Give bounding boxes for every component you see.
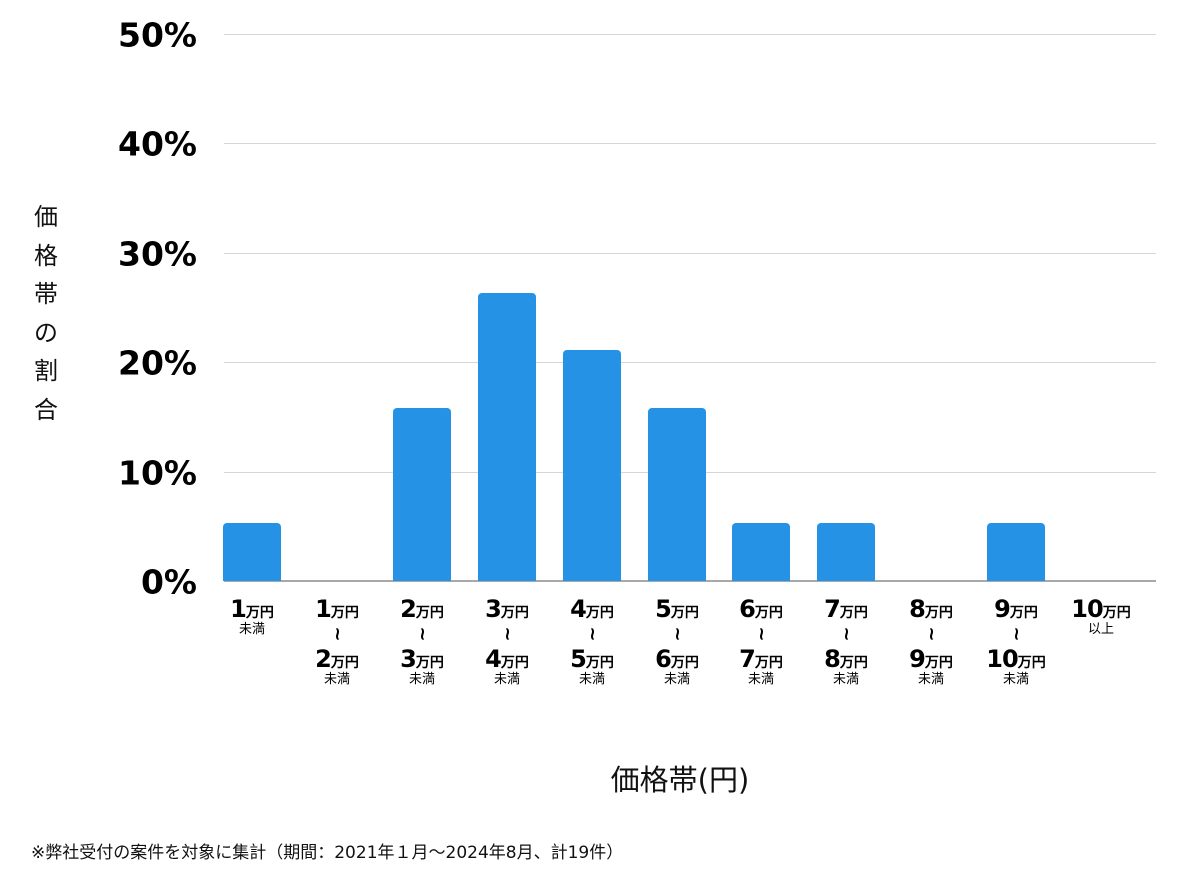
y-tick-label: 30% <box>118 234 197 274</box>
x-tick-label: 7万円 ~8万円 未満 <box>824 595 868 687</box>
x-tick-label: 8万円 ~9万円 未満 <box>909 595 953 687</box>
x-tick-label: 5万円 ~6万円 未満 <box>655 595 699 687</box>
y-axis-title-char: の <box>34 318 58 347</box>
x-tick-label: 1万円 未満 <box>230 595 274 637</box>
gridline <box>224 253 1156 254</box>
y-axis-title-char: 格 <box>34 241 58 270</box>
bar <box>987 523 1045 581</box>
x-tick-label: 10万円 以上 <box>1071 595 1131 637</box>
bar <box>393 408 451 581</box>
x-tick-label: 4万円 ~5万円 未満 <box>570 595 614 687</box>
y-tick-label: 40% <box>118 124 197 164</box>
footnote: ※弊社受付の案件を対象に集計（期間：2021年１月〜2024年8月、計19件） <box>31 843 624 863</box>
gridline <box>224 362 1156 363</box>
x-tick-label: 9万円 ~10万円 未満 <box>986 595 1046 687</box>
y-tick-label: 0% <box>140 562 197 602</box>
bar <box>817 523 875 581</box>
y-tick-label: 20% <box>118 343 197 383</box>
x-tick-label: 6万円 ~7万円 未満 <box>739 595 783 687</box>
bar <box>223 523 281 581</box>
x-tick-label: 1万円 ~2万円 未満 <box>315 595 359 687</box>
y-axis-title-char: 割 <box>34 357 58 385</box>
x-tick-label: 2万円 ~3万円 未満 <box>400 595 444 687</box>
bar <box>563 350 621 581</box>
x-axis-title: 価格帯(円) <box>610 763 750 797</box>
x-axis-line <box>224 580 1156 582</box>
x-tick-label: 3万円 ~4万円 未満 <box>485 595 529 687</box>
bar <box>648 408 706 581</box>
y-axis-title: 価 格 帯 の 割 合 <box>30 198 62 429</box>
y-axis-title-char: 帯 <box>34 280 58 308</box>
y-tick-label: 50% <box>118 15 197 55</box>
gridline <box>224 34 1156 35</box>
y-axis-title-char: 価 <box>34 203 58 231</box>
bar <box>732 523 790 581</box>
y-axis-title-char: 合 <box>34 395 58 424</box>
bar <box>478 293 536 581</box>
y-tick-label: 10% <box>118 453 197 493</box>
gridline <box>224 143 1156 144</box>
